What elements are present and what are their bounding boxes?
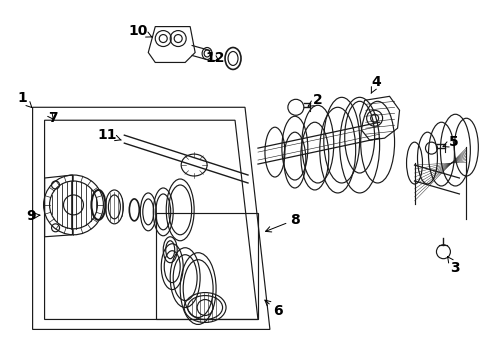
Text: 1: 1 (18, 91, 32, 108)
Text: 8: 8 (266, 213, 300, 232)
Text: 2: 2 (308, 93, 323, 107)
Text: 6: 6 (265, 300, 283, 319)
Text: 10: 10 (128, 23, 152, 37)
Text: 4: 4 (371, 75, 382, 94)
Text: 12: 12 (205, 51, 225, 66)
Text: 11: 11 (98, 128, 122, 142)
Text: 7: 7 (48, 111, 57, 125)
Text: 3: 3 (447, 257, 460, 275)
Text: 9: 9 (26, 209, 40, 223)
Text: 5: 5 (443, 135, 458, 149)
